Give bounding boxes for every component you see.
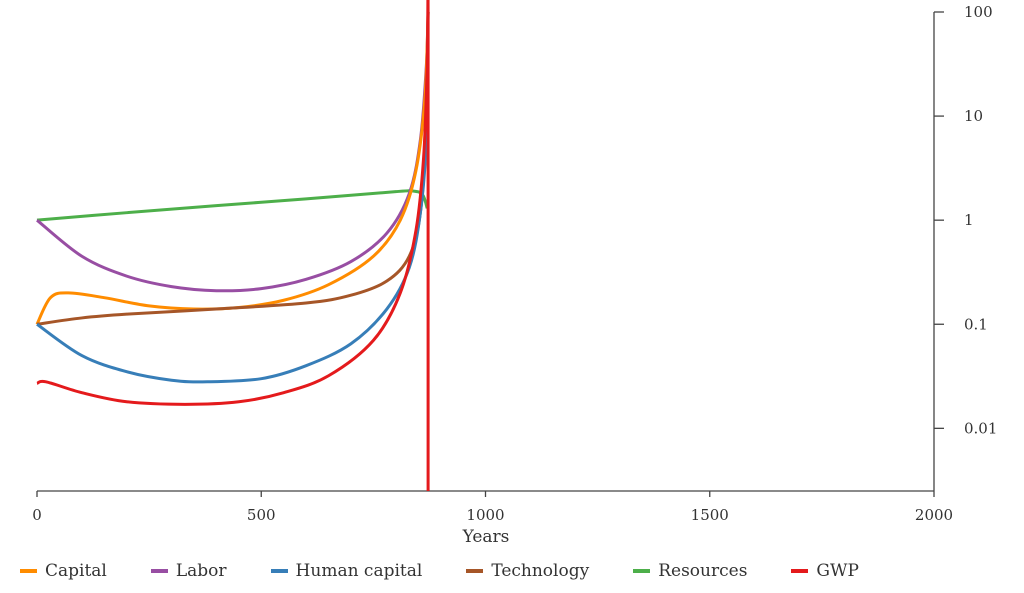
y-tick-label: 10 xyxy=(964,107,983,125)
legend-item: GWP xyxy=(791,561,859,581)
x-tick-label: 1000 xyxy=(466,506,504,524)
legend-label: Human capital xyxy=(295,561,423,581)
legend-item: Technology xyxy=(466,561,589,581)
series-line-capital xyxy=(35,11,430,325)
y-tick-label: 0.1 xyxy=(964,315,988,333)
legend-swatch xyxy=(633,569,651,573)
x-tick-label: 1500 xyxy=(691,506,729,524)
x-tick-label: 0 xyxy=(32,506,42,524)
x-axis-label: Years xyxy=(462,527,510,547)
series-line-gwp xyxy=(36,0,430,491)
series-line-labor xyxy=(36,11,430,293)
series-line-human-capital xyxy=(36,11,430,384)
series-line-technology xyxy=(36,11,430,326)
axes: 0 500 1000 1500 2000 100 10 1 0.1 0.01 xyxy=(32,3,997,524)
series-line-resources xyxy=(36,189,429,222)
legend-label: Technology xyxy=(491,561,590,581)
y-tick-label: 0.01 xyxy=(964,419,997,437)
legend-item: Labor xyxy=(150,561,227,581)
legend-label: GWP xyxy=(816,561,859,581)
legend: Capital Labor Human capital Technology Resou… xyxy=(20,561,903,581)
y-tick-label: 100 xyxy=(964,3,993,21)
legend-item: Capital xyxy=(20,561,107,581)
legend-label: Capital xyxy=(45,561,107,581)
x-tick-label: 2000 xyxy=(915,506,953,524)
legend-swatch xyxy=(150,569,168,573)
legend-label: Labor xyxy=(175,561,227,581)
y-tick-label: 1 xyxy=(964,211,974,229)
legend-swatch xyxy=(466,569,484,573)
legend-item: Human capital xyxy=(270,561,423,581)
legend-swatch xyxy=(20,569,37,573)
series-lines xyxy=(35,0,430,491)
legend-item: Resources xyxy=(633,561,747,581)
x-tick-label: 500 xyxy=(247,506,276,524)
legend-swatch xyxy=(270,569,288,573)
legend-label: Resources xyxy=(658,561,748,581)
legend-swatch xyxy=(791,569,809,573)
